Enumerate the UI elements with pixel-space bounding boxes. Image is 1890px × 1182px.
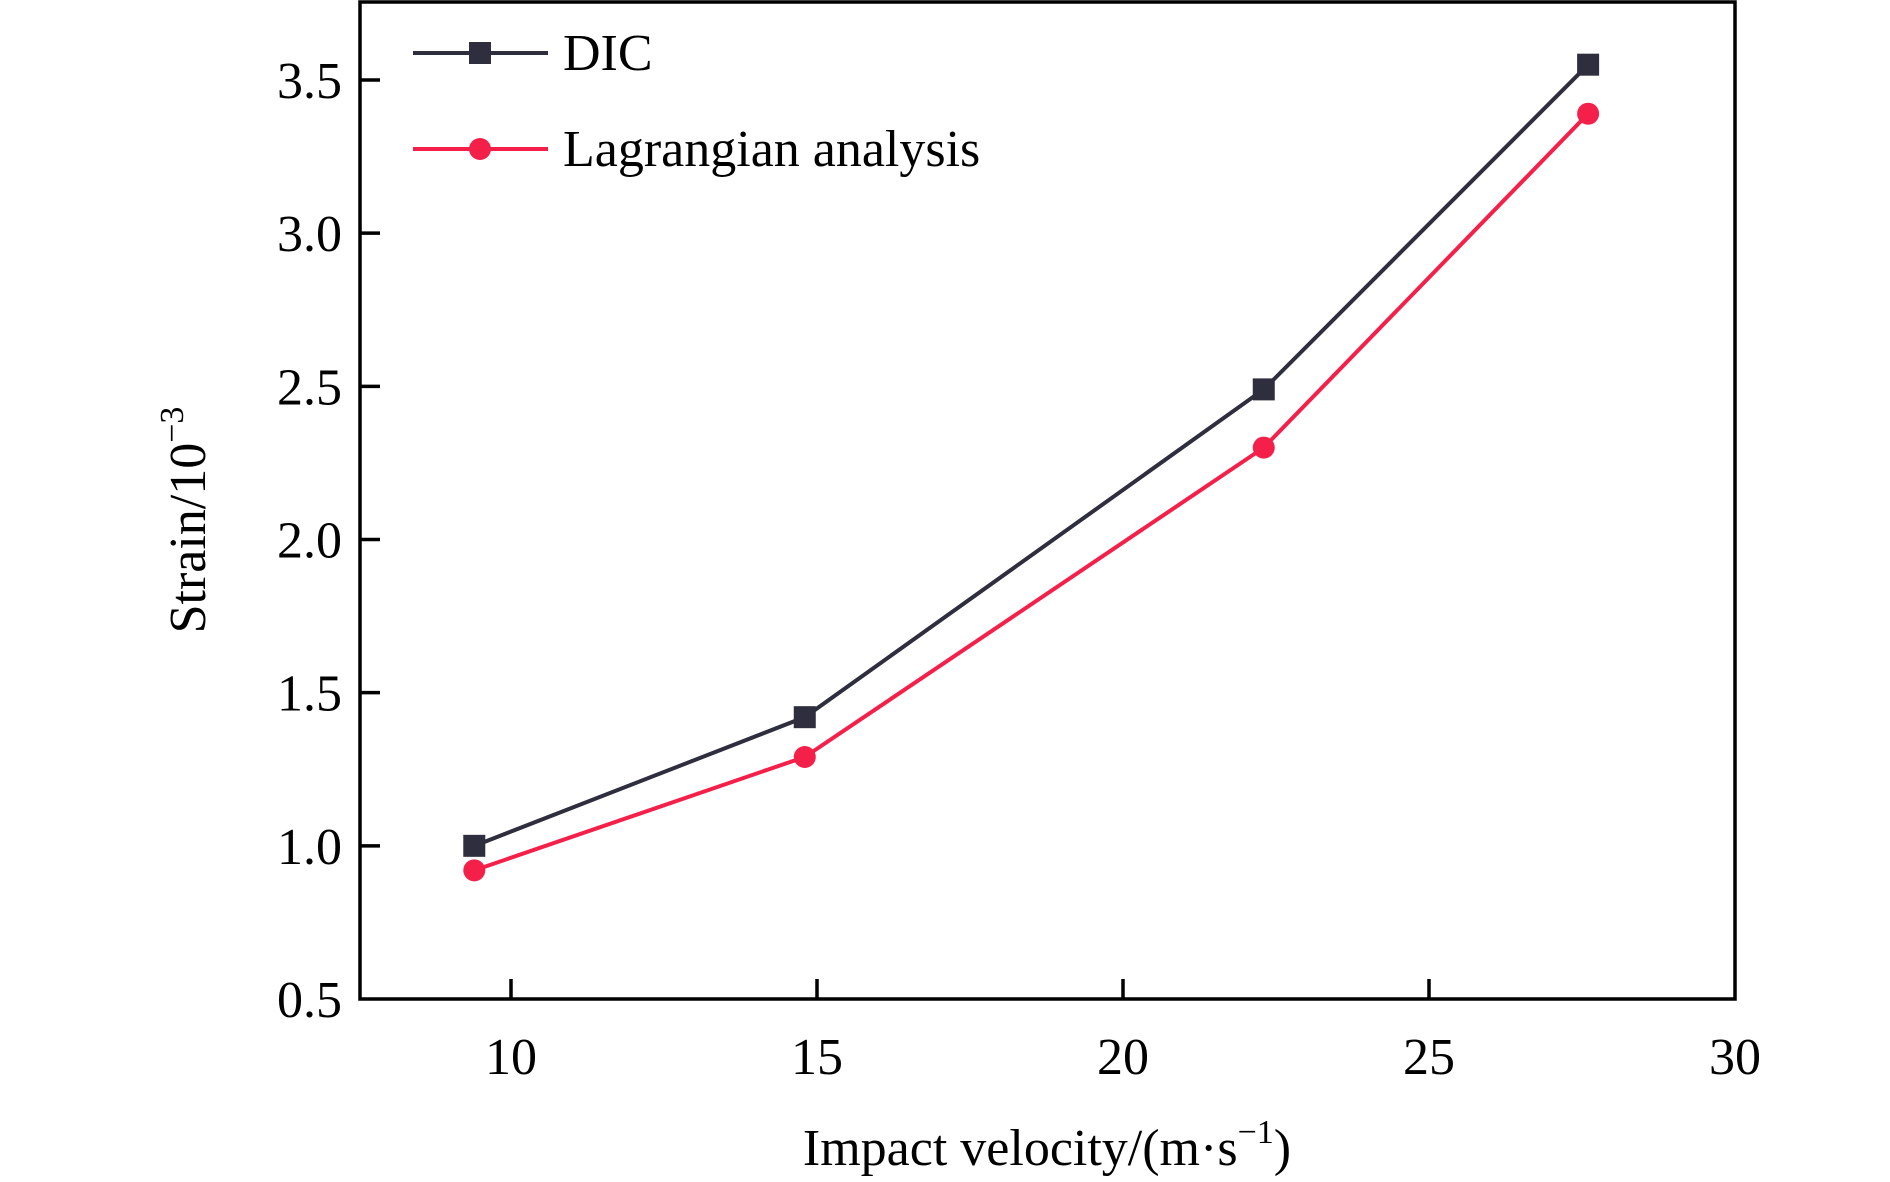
data-point-square [1577,53,1600,76]
y-axis-title-main: Strain/10 [160,443,217,634]
x-tick-label: 20 [1097,1029,1149,1086]
x-axis-ticks: 10 15 20 25 30 [485,979,1761,1086]
y-axis-ticks: 0.5 1.0 1.5 2.0 2.5 3.0 3.5 [277,53,380,1029]
legend-item-dic: DIC [413,25,653,82]
legend-item-lagrangian: Lagrangian analysis [413,121,980,178]
data-point-circle [463,859,486,882]
data-point-square [463,834,486,857]
x-tick-label: 25 [1403,1029,1455,1086]
plot-border [358,0,1737,1001]
y-tick-label: 2.5 [277,359,342,416]
data-point-circle [793,745,816,768]
x-axis-title-tail: ) [1274,1120,1291,1177]
x-tick-label: 10 [485,1029,537,1086]
x-tick-label: 15 [791,1029,843,1086]
y-axis-title-superscript: −3 [154,407,191,443]
x-axis-title-superscript: −1 [1238,1114,1274,1151]
series-line [473,112,1590,873]
legend: DIC Lagrangian analysis [413,25,980,178]
data-point-circle [1577,102,1600,125]
x-tick-label: 30 [1709,1029,1761,1086]
series-lagrangian [463,102,1600,882]
y-tick-label: 1.5 [277,666,342,723]
y-axis-title: Strain/10−3 [154,407,217,634]
plot-frame [358,0,1737,1001]
data-point-circle [1252,436,1275,459]
legend-marker-square [469,42,491,64]
series-layer [463,53,1600,882]
data-point-square [793,706,816,729]
legend-marker-circle [469,138,491,160]
y-tick-label: 3.5 [277,53,342,110]
x-axis-title: Impact velocity/(m·s−1) [803,1114,1291,1177]
y-tick-label: 2.0 [277,513,342,570]
y-tick-label: 1.0 [277,819,342,876]
legend-label: DIC [563,25,653,82]
series-line [473,63,1590,848]
legend-label: Lagrangian analysis [563,121,980,178]
y-tick-label: 0.5 [277,972,342,1029]
x-axis-title-main: Impact velocity/(m·s [803,1120,1238,1177]
series-dic [463,53,1600,857]
data-point-square [1252,378,1275,401]
y-tick-label: 3.0 [277,206,342,263]
